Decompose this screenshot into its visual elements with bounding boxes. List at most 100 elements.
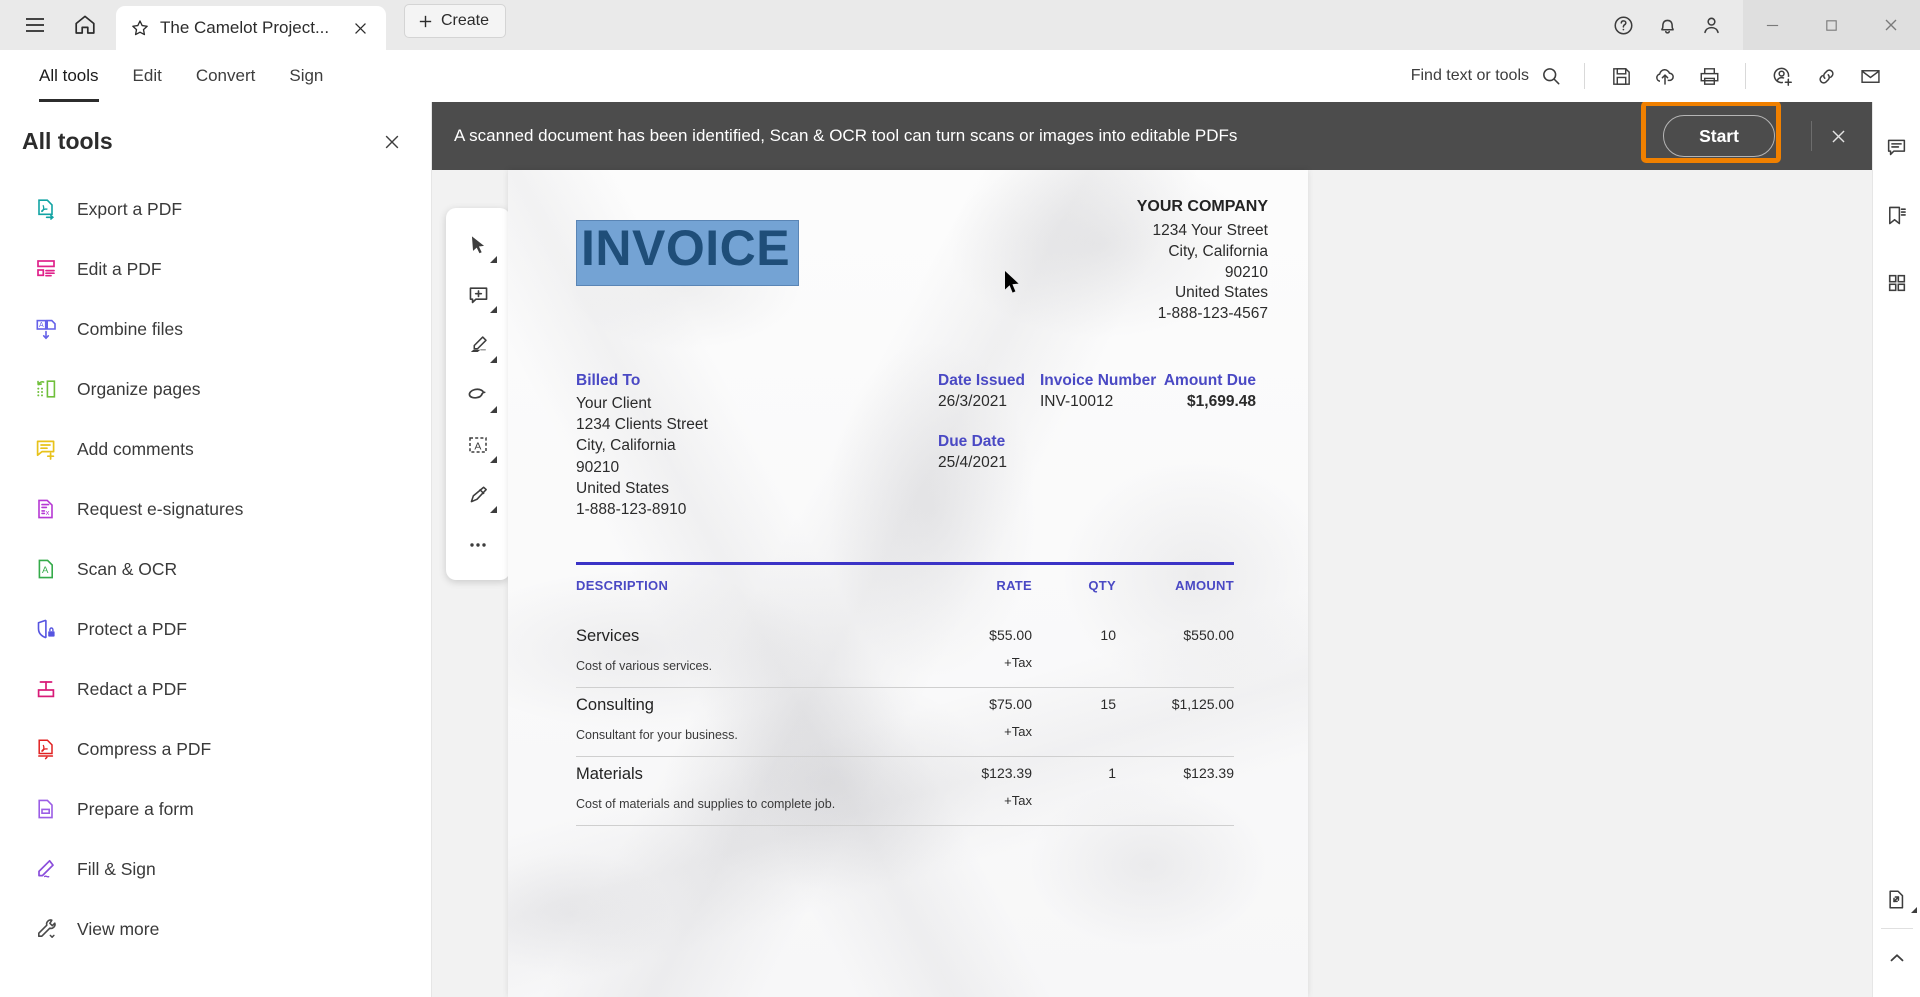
sidebar-item-protect-a-pdf[interactable]: Protect a PDF [0,599,431,659]
envelope-icon[interactable] [1848,54,1892,98]
close-icon[interactable] [379,129,405,155]
invoice-title: INVOICE [581,220,791,276]
due-date-field: Due Date 25/4/2021 [938,433,1007,472]
company-block: YOUR COMPANY 1234 Your Street City, Cali… [1137,198,1268,325]
chevron-icon [490,256,497,263]
tab-convert[interactable]: Convert [179,50,273,102]
close-window-button[interactable] [1861,0,1920,50]
sidebar-item-compress-a-pdf[interactable]: Compress a PDF [0,719,431,779]
item-desc: Cost of various services. [576,659,713,673]
find-text-or-tools[interactable]: Find text or tools [1403,59,1570,93]
create-button[interactable]: Create [404,4,507,38]
menu-bar: All tools Edit Convert Sign Find text or… [0,50,1920,102]
sidebar-item-combine-files[interactable]: A Combine files [0,299,431,359]
cloud-upload-icon[interactable] [1643,54,1687,98]
col-amount: AMOUNT [1175,578,1234,593]
window-controls [1743,0,1920,50]
chevron-icon [490,406,497,413]
comment-plus-icon[interactable] [454,270,502,320]
pdf-page[interactable]: INVOICE YOUR COMPANY 1234 Your Street Ci… [508,170,1308,997]
date-issued-label: Date Issued [938,372,1026,389]
billed-to-line: 90210 [576,458,620,476]
grid-icon[interactable] [1875,260,1919,306]
row-description: Materials Cost of materials and supplies… [576,765,920,811]
text-selection-highlight[interactable]: INVOICE [576,220,800,286]
home-icon[interactable] [62,2,108,48]
item-qty: 15 [1100,696,1116,712]
tab-edit[interactable]: Edit [116,50,179,102]
company-line: United States [1174,284,1268,302]
sidebar-item-view-more[interactable]: View more [0,899,431,959]
print-icon[interactable] [1687,54,1731,98]
item-tax: +Tax [1004,724,1032,739]
sidebar-item-label: View more [77,918,160,939]
highlighter-icon[interactable] [454,320,502,370]
item-qty: 10 [1100,627,1116,643]
maximize-button[interactable] [1802,0,1861,50]
invoice-number-field: Invoice Number INV-10012 [1040,372,1158,411]
sidebar-item-add-comments[interactable]: Add comments [0,419,431,479]
sidebar-item-edit-a-pdf[interactable]: Edit a PDF [0,239,431,299]
item-rate: $55.00 [989,627,1032,643]
combine-files-icon: A [33,316,59,342]
item-name: Services [576,627,640,645]
divider [1584,63,1585,89]
svg-text:A: A [42,565,49,576]
sidebar-item-request-e-signatures[interactable]: x Request e-signatures [0,479,431,539]
account-icon[interactable] [1689,3,1733,47]
tab-sign[interactable]: Sign [272,50,340,102]
invoice-meta-block: Date Issued 26/3/2021 Invoice Number INV… [938,372,1256,411]
sidebar-item-redact-a-pdf[interactable]: Redact a PDF [0,659,431,719]
link-icon[interactable] [1804,54,1848,98]
start-button-wrapper: Start [1641,102,1797,169]
amount-due-field: Amount Due $1,699.48 [1158,372,1256,411]
chevron-up-icon[interactable] [1875,935,1919,981]
titlebar-left-icons [0,0,108,50]
document-tab[interactable]: The Camelot Project... [116,6,386,50]
divider [1880,928,1913,929]
invoice-title-block: INVOICE [576,220,800,286]
menu-actions: Find text or tools [1403,54,1920,98]
pen-icon[interactable] [454,470,502,520]
sidebar-item-prepare-a-form[interactable]: Prepare a form [0,779,431,839]
banner-actions: Start [1641,102,1872,170]
sidebar-item-label: Request e-signatures [77,498,244,519]
item-amount: $123.39 [1183,765,1234,781]
ellipsis-icon[interactable] [454,520,502,570]
tab-all-tools[interactable]: All tools [22,50,116,102]
bell-icon[interactable] [1645,3,1689,47]
tool-list: Export a PDF Edit a PDF A [0,179,431,959]
cursor-icon[interactable] [454,220,502,270]
bookmark-icon[interactable] [1875,192,1919,238]
start-button[interactable]: Start [1663,115,1775,157]
row-rate: $55.00 +Tax [920,627,1032,673]
star-icon[interactable] [130,18,150,38]
sidebar-item-export-a-pdf[interactable]: Export a PDF [0,179,431,239]
close-icon[interactable] [348,16,372,40]
minimize-button[interactable] [1743,0,1802,50]
row-rate: $123.39 +Tax [920,765,1032,811]
item-rate: $123.39 [981,765,1032,781]
item-name: Materials [576,765,643,783]
save-icon[interactable] [1599,54,1643,98]
banner-close-icon[interactable] [1812,102,1864,170]
item-name: Consulting [576,696,654,714]
scan-ocr-banner: A scanned document has been identified, … [432,102,1872,170]
billed-to-label: Billed To [576,372,641,389]
fill-sign-icon [33,856,59,882]
row-qty: 15 [1032,696,1116,742]
add-person-icon[interactable] [1760,54,1804,98]
hamburger-icon[interactable] [12,2,58,48]
fit-page-icon[interactable] [1875,876,1919,922]
lasso-icon[interactable] [454,370,502,420]
sidebar-item-organize-pages[interactable]: Organize pages [0,359,431,419]
sidebar-item-fill-and-sign[interactable]: Fill & Sign [0,839,431,899]
chevron-icon [490,506,497,513]
help-icon[interactable] [1601,3,1645,47]
row-description: Consulting Consultant for your business. [576,696,920,742]
row-amount: $1,125.00 [1116,696,1234,742]
comment-icon[interactable] [1875,124,1919,170]
text-box-icon[interactable]: A [454,420,502,470]
sidebar-item-scan-and-ocr[interactable]: A Scan & OCR [0,539,431,599]
col-rate: RATE [996,578,1032,593]
